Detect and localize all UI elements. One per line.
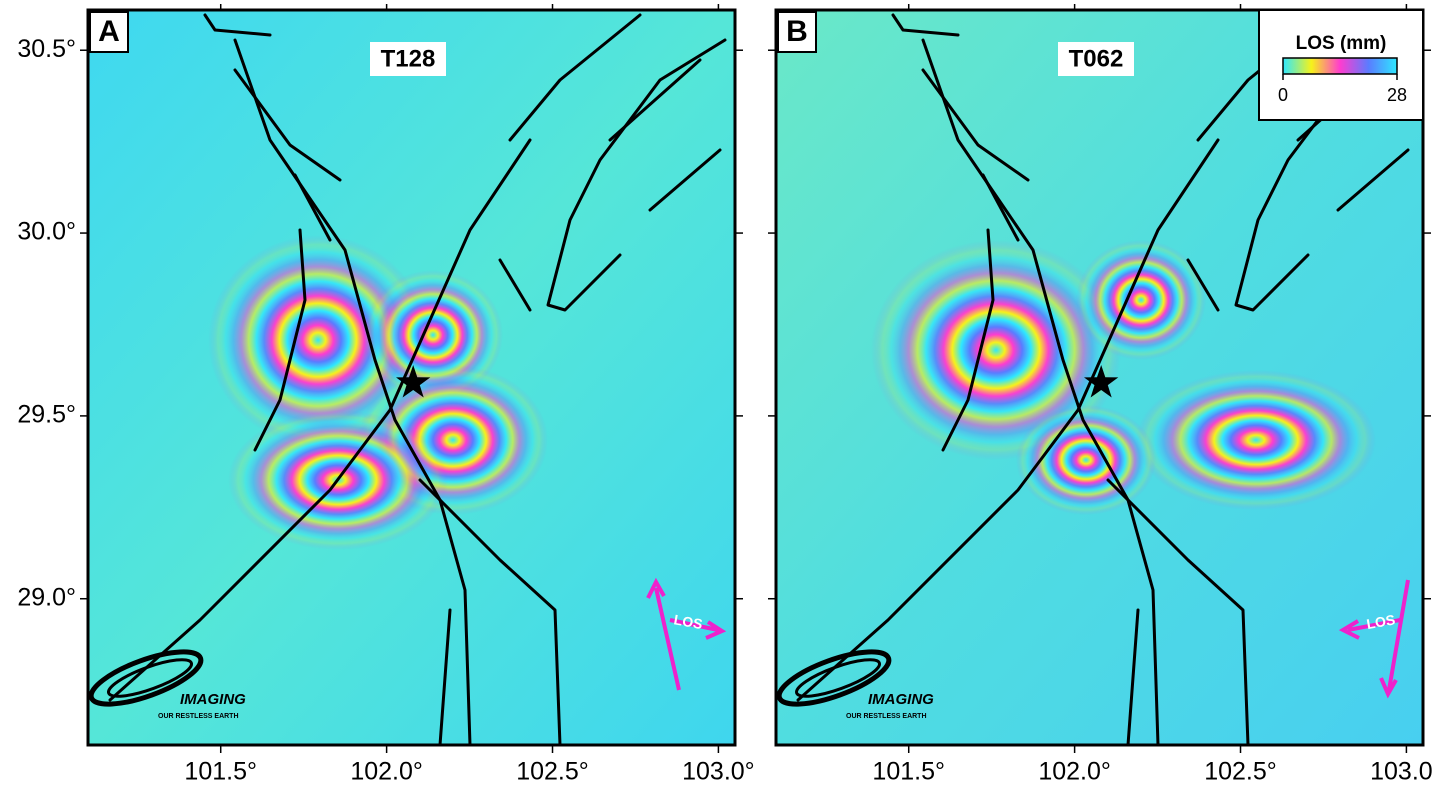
colorbar-tick-label: 28: [1387, 85, 1407, 105]
fringe-lobe: [208, 235, 428, 445]
y-tick-label: 29.0°: [17, 583, 76, 611]
x-tick-label: 101.5°: [872, 758, 945, 785]
logo-ring: [794, 658, 882, 698]
panel-label-box: [777, 11, 817, 53]
map-panel: B T062 LOS IMAGING OUR RESTLESS EARTH 101.5° 1…: [768, 4, 1432, 785]
logo-name: IMAGING: [180, 691, 246, 708]
fringe-lobe: [1136, 370, 1376, 510]
panels: A T128 LOS IMAGING OUR RESTLESS EARTH 101.5° 1…: [17, 4, 1432, 785]
map-frame: [86, 8, 737, 747]
logo-ring: [776, 649, 892, 707]
x-tick-label: 103.0°: [682, 758, 755, 785]
map-frame: [774, 8, 1425, 747]
track-label-box: [1058, 42, 1134, 76]
y-tick-label: 30.0°: [17, 218, 76, 246]
y-tick-label: 30.5°: [17, 35, 76, 63]
fringe-lobe: [1076, 240, 1206, 360]
logo-ring: [106, 658, 194, 698]
flight-arrow: [1379, 579, 1410, 699]
los-arrow: [669, 618, 727, 640]
los-label: LOS: [673, 611, 704, 632]
x-tick-label: 102.5°: [516, 758, 589, 785]
track-label-box: [370, 42, 446, 76]
logo-name: IMAGING: [868, 691, 934, 708]
x-tick-label: 102.0°: [350, 758, 423, 785]
x-tick-label: 101.5°: [184, 758, 257, 785]
panel-label: A: [98, 15, 120, 48]
fringe-lobe: [1016, 405, 1156, 515]
colorbar: LOS (mm) 0 28: [1258, 9, 1424, 121]
fringe-lobe: [871, 240, 1121, 460]
track-label: T062: [1069, 45, 1124, 72]
x-tick-label: 102.5°: [1204, 758, 1277, 785]
y-tick-label: 29.5°: [17, 401, 76, 429]
colorbar-scale: [1282, 57, 1398, 75]
epicenter: [1084, 365, 1119, 398]
los-arrow: [1338, 618, 1401, 640]
colorbar-title: LOS (mm): [1296, 33, 1387, 54]
map-area: A T128 LOS IMAGING OUR RESTLESS EARTH: [88, 10, 735, 747]
panel-label-box: [89, 11, 129, 53]
map-panel: A T128 LOS IMAGING OUR RESTLESS EARTH 101.5° 1…: [17, 4, 755, 785]
logo-tagline: OUR RESTLESS EARTH: [846, 713, 927, 720]
panel-label: B: [786, 15, 808, 48]
flight-arrow: [646, 577, 681, 691]
x-tick-label: 103.0°: [1370, 758, 1432, 785]
logo-tagline: OUR RESTLESS EARTH: [158, 713, 239, 720]
epicenter: [396, 365, 431, 398]
los-label: LOS: [1365, 611, 1396, 632]
colorbar-tick-label: 0: [1278, 85, 1288, 105]
logo-ring: [88, 649, 204, 707]
x-tick-label: 102.0°: [1038, 758, 1111, 785]
map-area: B T062 LOS IMAGING OUR RESTLESS EARTH: [776, 10, 1423, 747]
track-label: T128: [381, 45, 436, 72]
